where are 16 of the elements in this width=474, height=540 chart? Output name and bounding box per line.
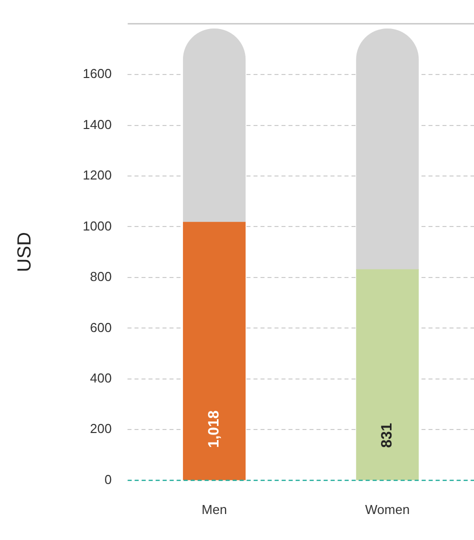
data-label: 1,018 (205, 410, 222, 448)
y-tick-label: 200 (90, 421, 112, 436)
x-tick-label: Men (202, 502, 227, 517)
y-tick-label: 800 (90, 269, 112, 284)
y-tick-label: 400 (90, 370, 112, 386)
y-tick-label: 0 (104, 472, 112, 487)
x-tick-label: Women (365, 502, 410, 517)
y-tick-label: 1600 (82, 66, 112, 82)
data-label: 831 (378, 422, 396, 448)
y-tick-label: 1000 (82, 218, 112, 234)
bar (356, 269, 419, 480)
y-tick-label: 1400 (82, 116, 112, 132)
y-axis-title: USD (14, 232, 36, 272)
bar (182, 222, 246, 480)
y-tick-label: 600 (90, 320, 112, 335)
y-tick-label: 1200 (82, 168, 112, 183)
